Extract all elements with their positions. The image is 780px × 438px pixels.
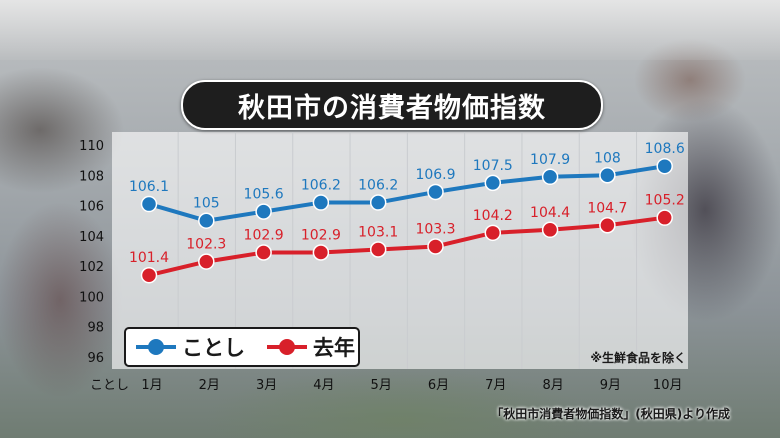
x-tick-label: 9月 [600, 378, 621, 393]
data-label: 101.4 [129, 250, 169, 266]
data-point [656, 157, 673, 175]
x-tick-label: 10月 [653, 378, 683, 393]
legend-label-last-year: 去年 [313, 336, 355, 360]
x-tick-label: 1月 [141, 378, 162, 393]
y-tick-label: 98 [87, 321, 104, 336]
x-tick-label: 8月 [542, 378, 563, 393]
data-point [312, 194, 330, 211]
data-point [484, 174, 502, 192]
legend: ことし 去年 [124, 327, 360, 367]
legend-item-this-year: ことし [136, 332, 245, 362]
y-tick-label: 108 [79, 169, 104, 184]
source-credit: 「秋田市消費者物価指数」(秋田県)より作成 [491, 407, 730, 421]
x-tick-label: 5月 [371, 378, 392, 393]
data-label: 108 [594, 150, 621, 166]
data-label: 102.9 [301, 228, 341, 244]
y-tick-label: 110 [79, 139, 104, 154]
background-ceiling [0, 0, 780, 60]
legend-label-this-year: ことし [182, 336, 245, 360]
data-point [541, 221, 559, 239]
data-label: 106.9 [415, 167, 455, 183]
data-point [255, 244, 272, 261]
data-point [140, 195, 158, 213]
data-point [541, 168, 559, 186]
data-label: 107.9 [530, 152, 570, 168]
data-label: 106.2 [301, 178, 341, 194]
data-label: 104.4 [530, 205, 570, 221]
series-line-this-year [148, 164, 666, 223]
legend-marker-last-year [279, 339, 295, 355]
data-point [198, 212, 215, 229]
data-point [140, 266, 158, 284]
data-label: 107.5 [473, 158, 513, 174]
data-label: 104.2 [473, 208, 513, 224]
data-label: 108.6 [645, 141, 685, 157]
data-point [427, 238, 444, 255]
data-label: 102.9 [244, 228, 284, 244]
legend-marker-this-year [148, 339, 164, 355]
series-line-last-year [148, 215, 665, 278]
data-point [369, 241, 387, 258]
data-point [599, 167, 616, 184]
data-label: 105.6 [244, 187, 284, 203]
data-label: 105.2 [645, 193, 685, 209]
data-point [312, 244, 330, 261]
data-label: 105 [193, 196, 220, 212]
y-tick-label: 102 [79, 260, 104, 275]
data-label: 103.1 [358, 224, 398, 240]
y-tick-label: 104 [79, 230, 104, 245]
data-label: 106.1 [129, 179, 169, 195]
legend-swatch-this-year [136, 339, 176, 355]
data-label: 106.2 [358, 178, 398, 194]
data-label: 103.3 [415, 221, 455, 237]
y-tick-label: 100 [79, 290, 104, 305]
legend-item-last-year: 去年 [267, 332, 355, 362]
data-point [255, 203, 272, 220]
x-tick-label: 6月 [428, 378, 449, 393]
data-point [656, 209, 673, 226]
data-point [484, 224, 502, 242]
x-tick-label: 7月 [485, 378, 506, 393]
legend-swatch-last-year [267, 339, 307, 355]
data-label: 102.3 [186, 237, 226, 253]
y-tick-label: 96 [87, 351, 104, 366]
title-banner: 秋田市の消費者物価指数 [181, 80, 603, 130]
data-point [427, 183, 444, 201]
x-tick-label: 4月 [313, 378, 334, 393]
x-axis-prefix: ことし [90, 378, 129, 393]
data-point [198, 253, 215, 270]
data-point [599, 217, 616, 234]
x-tick-label: 2月 [199, 378, 220, 393]
data-label: 104.7 [587, 200, 627, 216]
x-tick-label: 3月 [256, 378, 277, 393]
y-tick-label: 106 [79, 200, 104, 215]
data-point [369, 194, 387, 211]
footnote: ※生鮮食品を除く [590, 351, 686, 365]
chart-title: 秋田市の消費者物価指数 [238, 92, 546, 124]
